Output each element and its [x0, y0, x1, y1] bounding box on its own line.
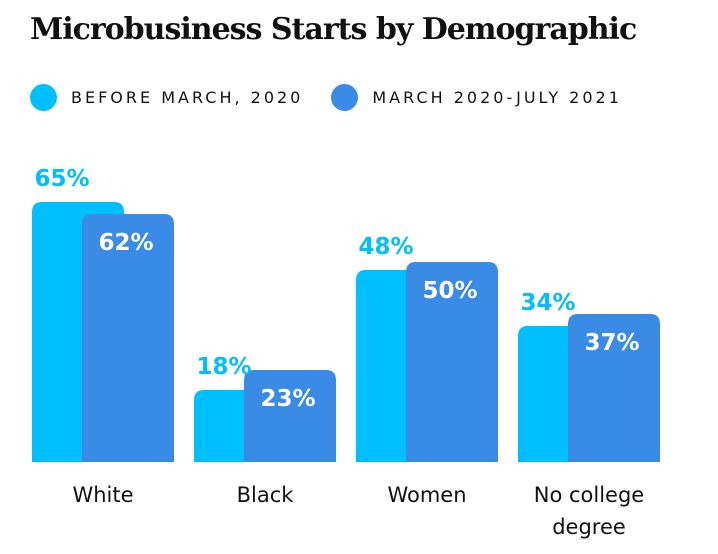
- value-label-before-no-college-degree: 34%: [520, 290, 575, 316]
- legend-swatch-before: [30, 83, 57, 111]
- category-label-black: Black: [237, 483, 295, 507]
- category-label-no-college-degree-line1: No college: [534, 483, 644, 507]
- category-label-white: White: [72, 483, 133, 507]
- value-label-before-black: 18%: [196, 354, 251, 380]
- legend-label-after: MARCH 2020-JULY 2021: [372, 87, 622, 107]
- value-label-after-women: 50%: [422, 278, 477, 304]
- value-label-after-no-college-degree: 37%: [584, 330, 639, 356]
- bar-after-women: [406, 262, 498, 462]
- legend-swatch-after: [331, 83, 359, 111]
- bar-after-no-college-degree: [568, 314, 660, 462]
- legend-item-after: MARCH 2020-JULY 2021: [331, 83, 622, 111]
- bar-after-black: [244, 370, 336, 462]
- value-label-after-white: 62%: [98, 230, 153, 256]
- category-label-no-college-degree-line2: degree: [552, 515, 626, 539]
- value-label-after-black: 23%: [260, 386, 315, 412]
- category-label-women: Women: [387, 483, 466, 507]
- value-label-before-women: 48%: [358, 234, 413, 260]
- legend-item-before: BEFORE MARCH, 2020: [30, 83, 304, 111]
- legend: BEFORE MARCH, 2020 MARCH 2020-JULY 2021: [30, 82, 650, 112]
- legend-label-before: BEFORE MARCH, 2020: [71, 87, 304, 107]
- chart-title: Microbusiness Starts by Demographic: [30, 12, 637, 47]
- value-label-before-white: 65%: [34, 166, 89, 192]
- bar-after-white: [82, 214, 174, 462]
